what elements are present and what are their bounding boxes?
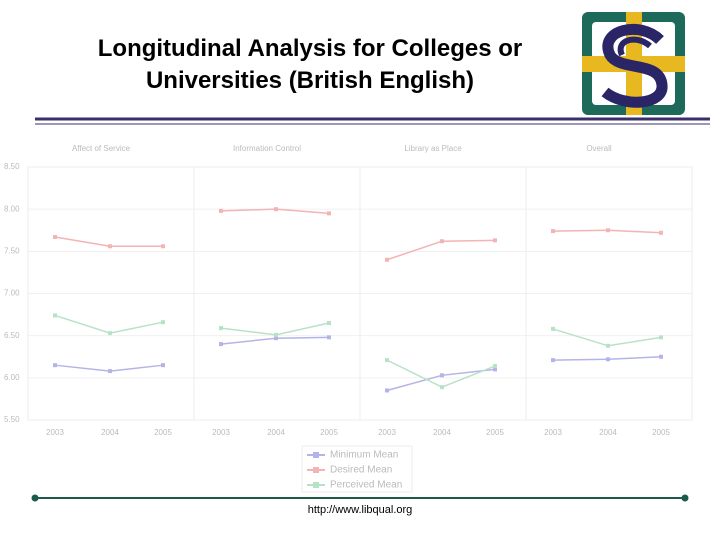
footer-dot bbox=[681, 494, 689, 502]
point bbox=[274, 332, 278, 337]
legend-label: Perceived Mean bbox=[330, 480, 402, 491]
series-line bbox=[386, 239, 496, 261]
x-tick-label: 2005 bbox=[154, 428, 172, 437]
x-tick-label: 2003 bbox=[212, 428, 230, 437]
slide-title: Longitudinal Analysis for Colleges or Un… bbox=[97, 35, 523, 94]
footer-url: http://www.libqual.org bbox=[308, 504, 413, 516]
point bbox=[606, 343, 610, 348]
footer-dot bbox=[31, 494, 39, 502]
point bbox=[108, 369, 112, 374]
panel-title: Library as Place bbox=[404, 144, 462, 153]
point bbox=[53, 363, 57, 368]
point bbox=[659, 230, 663, 235]
x-tick-label: 2003 bbox=[46, 428, 64, 437]
point bbox=[219, 208, 223, 213]
y-tick-label: 6.50 bbox=[4, 331, 20, 340]
point bbox=[108, 244, 112, 249]
point bbox=[274, 207, 278, 212]
point bbox=[659, 335, 663, 340]
legend-marker bbox=[313, 467, 319, 473]
y-tick-label: 7.00 bbox=[4, 289, 20, 298]
point bbox=[53, 313, 57, 318]
x-tick-label: 2005 bbox=[486, 428, 504, 437]
y-tick-label: 5.50 bbox=[4, 415, 20, 424]
point bbox=[327, 335, 331, 340]
x-tick-label: 2003 bbox=[544, 428, 562, 437]
point bbox=[274, 336, 278, 341]
legend-marker bbox=[313, 452, 319, 458]
legend-marker bbox=[313, 482, 319, 488]
panel-title: Affect of Service bbox=[72, 144, 131, 153]
y-tick-label: 8.50 bbox=[4, 162, 20, 171]
legend-label: Desired Mean bbox=[330, 465, 392, 476]
point bbox=[493, 367, 497, 372]
point bbox=[551, 358, 555, 363]
point bbox=[551, 229, 555, 234]
y-tick-label: 6.00 bbox=[4, 373, 20, 382]
x-tick-label: 2004 bbox=[267, 428, 285, 437]
point bbox=[440, 239, 444, 244]
point bbox=[551, 326, 555, 331]
point bbox=[606, 357, 610, 362]
point bbox=[108, 331, 112, 336]
legend-label: Minimum Mean bbox=[330, 450, 398, 461]
point bbox=[606, 228, 610, 233]
point bbox=[219, 326, 223, 331]
point bbox=[385, 358, 389, 363]
x-tick-label: 2004 bbox=[599, 428, 617, 437]
x-tick-label: 2003 bbox=[378, 428, 396, 437]
point bbox=[161, 320, 165, 325]
point bbox=[440, 385, 444, 390]
panel-title: Information Control bbox=[233, 144, 301, 153]
logo bbox=[582, 12, 685, 115]
y-tick-label: 7.50 bbox=[4, 246, 20, 255]
y-tick-label: 8.00 bbox=[4, 204, 20, 213]
point bbox=[161, 363, 165, 368]
point bbox=[493, 238, 497, 243]
panel-title: Overall bbox=[586, 144, 612, 153]
point bbox=[385, 257, 389, 262]
series-line bbox=[552, 328, 662, 347]
point bbox=[327, 211, 331, 216]
x-tick-label: 2004 bbox=[433, 428, 451, 437]
point bbox=[385, 388, 389, 393]
point bbox=[53, 234, 57, 239]
point bbox=[659, 354, 663, 359]
x-tick-label: 2004 bbox=[101, 428, 119, 437]
series-line bbox=[54, 314, 164, 334]
point bbox=[161, 244, 165, 249]
x-tick-label: 2005 bbox=[652, 428, 670, 437]
point bbox=[440, 373, 444, 378]
panel-frame bbox=[525, 166, 693, 421]
point bbox=[493, 364, 497, 369]
point bbox=[327, 321, 331, 326]
x-tick-label: 2005 bbox=[320, 428, 338, 437]
point bbox=[219, 342, 223, 347]
